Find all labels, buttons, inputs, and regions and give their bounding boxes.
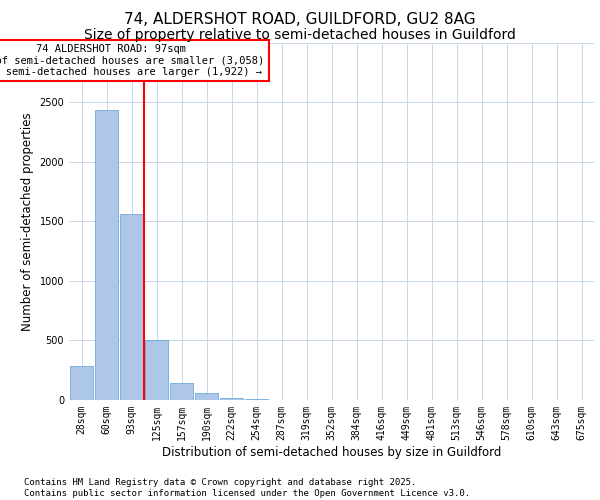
Bar bbox=[195, 393, 218, 400]
Y-axis label: Number of semi-detached properties: Number of semi-detached properties bbox=[21, 112, 34, 330]
Text: 74, ALDERSHOT ROAD, GUILDFORD, GU2 8AG: 74, ALDERSHOT ROAD, GUILDFORD, GU2 8AG bbox=[124, 12, 476, 28]
Bar bbox=[220, 398, 243, 400]
Bar bbox=[95, 110, 118, 400]
Text: Contains HM Land Registry data © Crown copyright and database right 2025.
Contai: Contains HM Land Registry data © Crown c… bbox=[24, 478, 470, 498]
Bar bbox=[145, 340, 168, 400]
Bar bbox=[170, 382, 193, 400]
X-axis label: Distribution of semi-detached houses by size in Guildford: Distribution of semi-detached houses by … bbox=[162, 446, 501, 458]
Bar bbox=[70, 366, 93, 400]
Text: 74 ALDERSHOT ROAD: 97sqm
← 61% of semi-detached houses are smaller (3,058)
39% o: 74 ALDERSHOT ROAD: 97sqm ← 61% of semi-d… bbox=[0, 44, 265, 77]
Text: Size of property relative to semi-detached houses in Guildford: Size of property relative to semi-detach… bbox=[84, 28, 516, 42]
Bar bbox=[120, 214, 143, 400]
